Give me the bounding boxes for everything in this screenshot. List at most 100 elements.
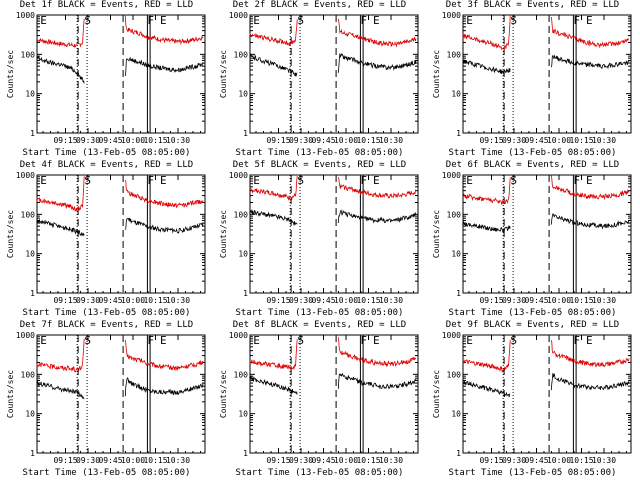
y-tick-label: 10 xyxy=(451,410,461,419)
annotation-label: S xyxy=(297,334,304,347)
x-axis-label: Start Time (13-Feb-05 08:05:00) xyxy=(235,308,404,318)
x-tick-label: 10:15 xyxy=(569,136,593,145)
plot-frame xyxy=(249,334,419,454)
chart-panel-det-2: Det 2f BLACK = Events, RED = LLD Start Ti… xyxy=(213,0,426,160)
x-tick-label: 10:30 xyxy=(592,456,616,465)
x-tick-label: 10:15 xyxy=(569,456,593,465)
annotation-label: E xyxy=(373,14,380,27)
lld-series-line xyxy=(249,176,298,201)
annotation-label: F xyxy=(573,174,580,187)
x-tick-label: 10:30 xyxy=(166,136,190,145)
lld-series-line xyxy=(249,339,298,371)
annotation-label: S xyxy=(297,14,304,27)
chart-title: Det 3f BLACK = Events, RED = LLD xyxy=(445,0,620,10)
x-axis-label: Start Time (13-Feb-05 08:05:00) xyxy=(448,308,617,318)
lld-series-line xyxy=(337,176,417,199)
x-tick-label: 10:15 xyxy=(143,296,167,305)
x-axis-label: Start Time (13-Feb-05 08:05:00) xyxy=(22,468,191,478)
x-tick-label: 10:15 xyxy=(356,456,380,465)
lld-series-line xyxy=(124,179,204,209)
y-tick-label: 1000 xyxy=(442,171,461,180)
x-tick-label: 09:30 xyxy=(76,296,100,305)
plot-frame xyxy=(36,334,206,454)
plot-frame xyxy=(462,14,632,134)
x-tick-label: 10:30 xyxy=(166,456,190,465)
x-axis-label: Start Time (13-Feb-05 08:05:00) xyxy=(22,148,191,158)
events-series-line xyxy=(124,56,204,76)
chart-title: Det 1f BLACK = Events, RED = LLD xyxy=(19,0,194,10)
y-tick-label: 1 xyxy=(243,129,248,138)
events-series-line xyxy=(124,217,204,234)
y-axis-label: Counts/sec xyxy=(432,210,441,258)
x-tick-label: 10:15 xyxy=(143,136,167,145)
x-tick-label: 10:30 xyxy=(166,296,190,305)
annotation-label: E xyxy=(40,174,47,187)
annotation-label: F xyxy=(573,334,580,347)
x-tick-label: 10:15 xyxy=(356,296,380,305)
x-tick-label: 09:15 xyxy=(479,136,503,145)
x-tick-label: 09:30 xyxy=(502,296,526,305)
annotation-label: E xyxy=(586,174,593,187)
annotation-label: E xyxy=(253,334,260,347)
x-tick-label: 09:15 xyxy=(53,456,77,465)
x-tick-label: 10:30 xyxy=(592,136,616,145)
y-tick-label: 100 xyxy=(447,50,462,59)
lld-series-line xyxy=(124,339,204,372)
chart-svg: 1 10 100 1000 Counts/sec 09:1509:3009:4510:00… xyxy=(6,11,206,145)
x-tick-label: 09:45 xyxy=(524,296,548,305)
annotation-label: F xyxy=(147,174,154,187)
x-tick-label: 10:00 xyxy=(334,456,358,465)
y-tick-label: 100 xyxy=(234,50,249,59)
events-series-line xyxy=(249,53,298,77)
y-tick-label: 100 xyxy=(21,50,36,59)
y-tick-label: 10 xyxy=(451,90,461,99)
x-tick-label: 10:00 xyxy=(547,456,571,465)
lld-series-line xyxy=(337,337,417,368)
x-axis-label: Start Time (13-Feb-05 08:05:00) xyxy=(448,468,617,478)
annotation-label: S xyxy=(510,334,517,347)
x-tick-label: 09:30 xyxy=(76,456,100,465)
chart-panel-det-7: Det 7f BLACK = Events, RED = LLD Start Ti… xyxy=(0,320,213,480)
x-tick-label: 09:15 xyxy=(53,296,77,305)
y-tick-label: 10 xyxy=(25,410,35,419)
x-tick-label: 10:30 xyxy=(379,456,403,465)
annotation-label: E xyxy=(253,174,260,187)
x-tick-label: 09:15 xyxy=(479,296,503,305)
chart-svg: 1 10 100 1000 Counts/sec 09:1509:3009:4510:00… xyxy=(219,11,419,145)
annotation-label: E xyxy=(160,334,167,347)
plot-frame xyxy=(462,174,632,294)
chart-panel-det-3: Det 3f BLACK = Events, RED = LLD Start Ti… xyxy=(426,0,639,160)
lld-series-line xyxy=(36,338,85,373)
lld-series-line xyxy=(462,15,511,51)
y-tick-label: 1000 xyxy=(229,331,248,340)
chart-svg: 1 10 100 1000 Counts/sec 09:1509:3009:4510:00… xyxy=(219,331,419,465)
y-tick-label: 1 xyxy=(30,289,35,298)
x-tick-label: 10:00 xyxy=(334,136,358,145)
annotation-label: E xyxy=(373,174,380,187)
events-series-line xyxy=(550,54,630,70)
lld-series-line xyxy=(36,18,85,49)
annotation-label: E xyxy=(40,14,47,27)
x-tick-label: 10:00 xyxy=(547,136,571,145)
plot-frame xyxy=(36,174,206,294)
x-tick-label: 10:00 xyxy=(121,456,145,465)
y-axis-label: Counts/sec xyxy=(219,370,228,418)
chart-svg: 1 10 100 1000 Counts/sec 09:1509:3009:4510:00… xyxy=(6,171,206,305)
y-axis-label: Counts/sec xyxy=(432,50,441,98)
lld-series-line xyxy=(36,176,85,212)
x-tick-label: 10:15 xyxy=(356,136,380,145)
x-tick-label: 09:45 xyxy=(524,456,548,465)
x-tick-label: 10:00 xyxy=(547,296,571,305)
plot-frame xyxy=(249,174,419,294)
y-tick-label: 1000 xyxy=(229,11,248,20)
x-axis-label: Start Time (13-Feb-05 08:05:00) xyxy=(235,468,404,478)
events-series-line xyxy=(462,219,511,234)
events-series-line xyxy=(337,372,417,390)
lld-series-line xyxy=(550,16,630,49)
x-tick-label: 09:30 xyxy=(502,136,526,145)
y-tick-label: 100 xyxy=(21,370,36,379)
lld-series-line xyxy=(550,175,630,201)
y-axis-label: Counts/sec xyxy=(6,370,15,418)
annotation-label: F xyxy=(147,14,154,27)
x-tick-label: 09:30 xyxy=(502,456,526,465)
